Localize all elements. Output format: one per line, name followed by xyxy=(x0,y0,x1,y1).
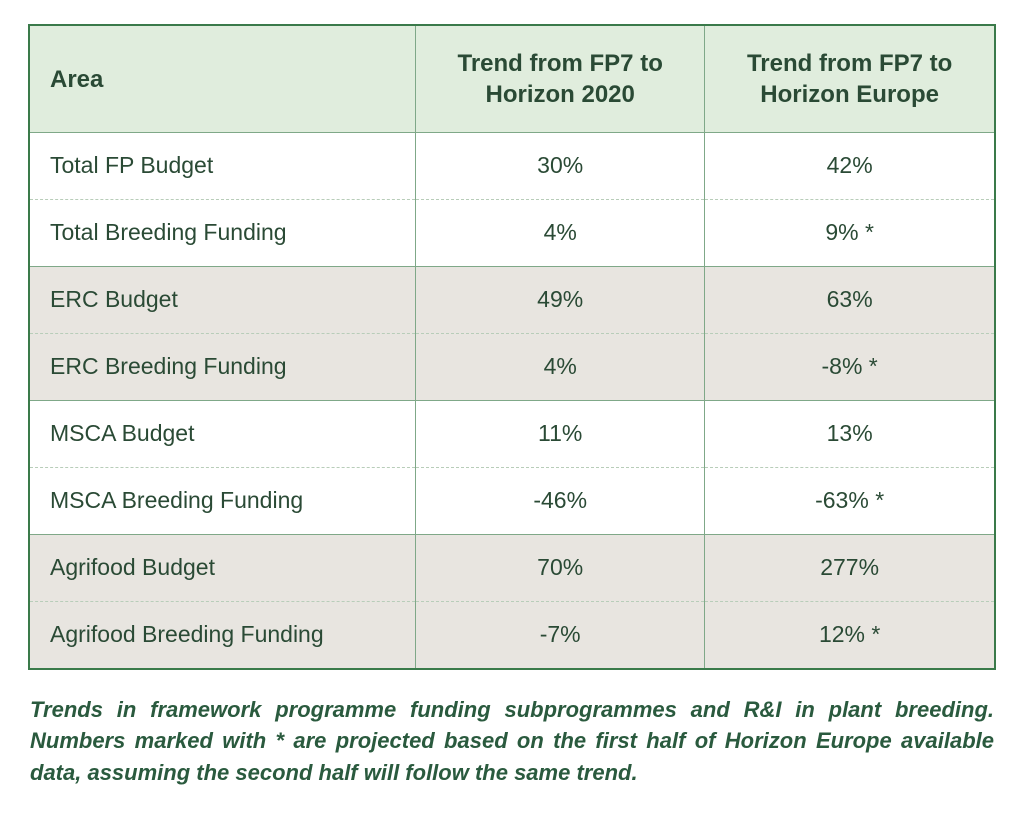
row-value: -8% * xyxy=(705,334,994,401)
table-row: MSCA Budget11%13% xyxy=(30,400,994,467)
table-caption: Trends in framework programme funding su… xyxy=(28,694,996,790)
row-label: Total FP Budget xyxy=(30,133,416,200)
row-label: Total Breeding Funding xyxy=(30,200,416,267)
row-label: Agrifood Breeding Funding xyxy=(30,601,416,667)
table-header-row: Area Trend from FP7 to Horizon 2020 Tren… xyxy=(30,26,994,133)
funding-trends-table: Area Trend from FP7 to Horizon 2020 Tren… xyxy=(30,26,994,668)
funding-trends-table-wrapper: Area Trend from FP7 to Horizon 2020 Tren… xyxy=(28,24,996,670)
row-value: -7% xyxy=(416,601,705,667)
row-value: 42% xyxy=(705,133,994,200)
row-value: 12% * xyxy=(705,601,994,667)
row-label: ERC Breeding Funding xyxy=(30,334,416,401)
table-row: Agrifood Breeding Funding-7%12% * xyxy=(30,601,994,667)
column-header-heu: Trend from FP7 to Horizon Europe xyxy=(705,26,994,133)
row-value: 4% xyxy=(416,200,705,267)
row-value: -46% xyxy=(416,467,705,534)
column-header-area: Area xyxy=(30,26,416,133)
table-body: Total FP Budget30%42%Total Breeding Fund… xyxy=(30,133,994,668)
column-header-h2020: Trend from FP7 to Horizon 2020 xyxy=(416,26,705,133)
table-row: ERC Budget49%63% xyxy=(30,267,994,334)
row-value: 11% xyxy=(416,400,705,467)
row-value: 30% xyxy=(416,133,705,200)
table-row: Agrifood Budget70%277% xyxy=(30,534,994,601)
row-value: 4% xyxy=(416,334,705,401)
row-label: Agrifood Budget xyxy=(30,534,416,601)
table-row: Total FP Budget30%42% xyxy=(30,133,994,200)
row-value: 70% xyxy=(416,534,705,601)
table-row: ERC Breeding Funding4%-8% * xyxy=(30,334,994,401)
row-label: MSCA Budget xyxy=(30,400,416,467)
row-value: -63% * xyxy=(705,467,994,534)
row-value: 13% xyxy=(705,400,994,467)
row-value: 9% * xyxy=(705,200,994,267)
row-value: 63% xyxy=(705,267,994,334)
row-label: MSCA Breeding Funding xyxy=(30,467,416,534)
row-label: ERC Budget xyxy=(30,267,416,334)
table-header: Area Trend from FP7 to Horizon 2020 Tren… xyxy=(30,26,994,133)
row-value: 49% xyxy=(416,267,705,334)
table-row: Total Breeding Funding4%9% * xyxy=(30,200,994,267)
table-row: MSCA Breeding Funding-46%-63% * xyxy=(30,467,994,534)
row-value: 277% xyxy=(705,534,994,601)
